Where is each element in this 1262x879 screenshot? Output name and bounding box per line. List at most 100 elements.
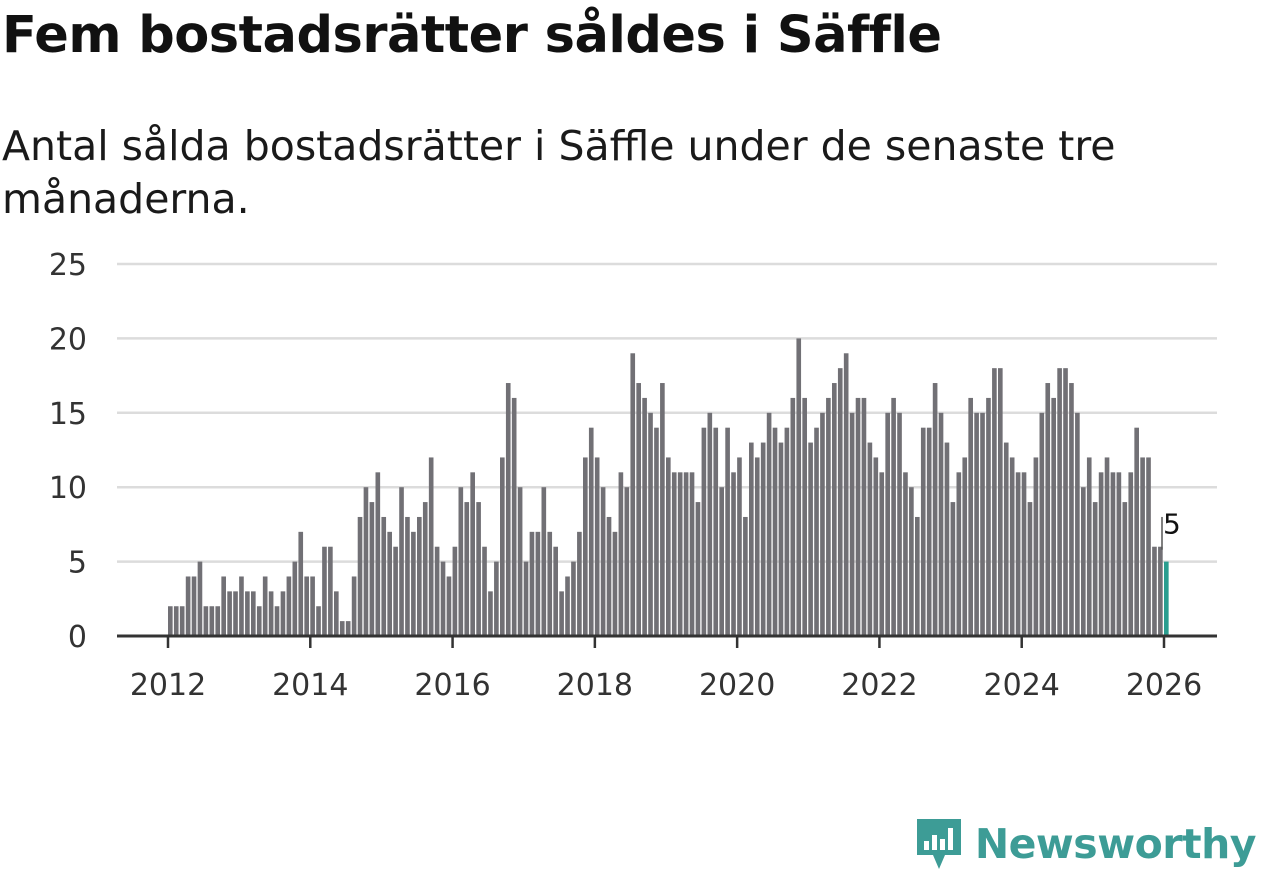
bar bbox=[938, 412, 944, 636]
bar bbox=[1015, 472, 1021, 636]
y-tick-label: 20 bbox=[49, 322, 87, 357]
bar bbox=[624, 487, 630, 636]
annotations: 5 bbox=[1161, 507, 1181, 550]
bar bbox=[559, 591, 564, 636]
bar bbox=[245, 591, 250, 636]
bar bbox=[962, 457, 968, 636]
bar bbox=[826, 397, 831, 636]
bar bbox=[1069, 383, 1074, 636]
bar bbox=[322, 546, 327, 636]
bar bbox=[476, 502, 481, 636]
bar bbox=[387, 531, 392, 636]
bar bbox=[713, 427, 719, 636]
bar bbox=[920, 427, 926, 636]
bar bbox=[482, 546, 487, 636]
bar bbox=[583, 457, 588, 636]
bar bbox=[766, 412, 772, 636]
bar bbox=[992, 368, 997, 636]
bar bbox=[328, 546, 333, 636]
bar bbox=[689, 472, 695, 636]
bar bbox=[956, 472, 962, 636]
bar bbox=[849, 412, 855, 636]
bar bbox=[221, 576, 226, 636]
bar bbox=[814, 427, 819, 636]
bar bbox=[731, 472, 736, 636]
bar bbox=[363, 487, 369, 636]
chart-title: Fem bostadsrätter såldes i Säffle bbox=[2, 6, 942, 65]
bar bbox=[541, 487, 547, 636]
bar bbox=[197, 561, 203, 636]
chart-subtitle: Antal sålda bostadsrätter i Säffle under… bbox=[2, 122, 1116, 223]
bar bbox=[600, 487, 606, 636]
bar bbox=[832, 383, 837, 636]
bar bbox=[535, 531, 541, 636]
bar bbox=[903, 472, 908, 636]
bar bbox=[351, 576, 357, 636]
bar bbox=[837, 368, 843, 636]
bar bbox=[203, 606, 209, 636]
bar bbox=[642, 397, 647, 636]
bar bbox=[932, 383, 938, 636]
bar bbox=[808, 442, 813, 636]
bar bbox=[725, 427, 730, 636]
bar bbox=[594, 457, 600, 636]
bar bbox=[891, 397, 896, 636]
bar bbox=[974, 412, 979, 636]
bar bbox=[173, 606, 179, 636]
bar bbox=[1092, 502, 1098, 636]
bar bbox=[488, 591, 493, 636]
bar bbox=[719, 487, 724, 636]
bar-latest bbox=[1164, 561, 1169, 636]
bar bbox=[256, 606, 262, 636]
bar bbox=[1152, 546, 1157, 636]
bar bbox=[547, 531, 553, 636]
bar bbox=[446, 576, 452, 636]
x-tick-label: 2016 bbox=[414, 668, 490, 703]
bar bbox=[1003, 442, 1009, 636]
bar bbox=[511, 397, 517, 636]
bar bbox=[1116, 472, 1122, 636]
bar bbox=[523, 561, 529, 636]
bar bbox=[796, 338, 802, 636]
bar bbox=[227, 591, 232, 636]
x-tick-label: 2026 bbox=[1126, 668, 1202, 703]
bar bbox=[280, 591, 286, 636]
bar bbox=[1063, 368, 1068, 636]
bar bbox=[897, 412, 902, 636]
bar bbox=[754, 457, 760, 636]
bar bbox=[179, 606, 185, 636]
bar bbox=[885, 412, 890, 636]
bar bbox=[873, 457, 879, 636]
x-tick-label: 2018 bbox=[557, 668, 633, 703]
bar bbox=[986, 397, 991, 636]
bar bbox=[707, 412, 713, 636]
bar bbox=[553, 546, 558, 636]
bar bbox=[820, 412, 825, 636]
bar bbox=[1045, 383, 1051, 636]
bar bbox=[695, 502, 701, 636]
bar bbox=[654, 427, 659, 636]
x-axis-ticks: 2012 2014 2016 2018 2020 2022 2024 2026 bbox=[130, 636, 1202, 703]
y-axis-ticks: 0 5 10 15 20 25 bbox=[49, 248, 87, 655]
bar bbox=[399, 487, 404, 636]
bar bbox=[630, 353, 636, 636]
bar bbox=[660, 383, 665, 636]
brand-name: Newsworthy bbox=[974, 820, 1257, 868]
x-tick-label: 2024 bbox=[984, 668, 1060, 703]
bar bbox=[1140, 457, 1145, 636]
bar bbox=[612, 531, 618, 636]
bar bbox=[618, 472, 624, 636]
x-tick-label: 2020 bbox=[699, 668, 775, 703]
bar bbox=[915, 516, 920, 636]
bar bbox=[262, 576, 268, 636]
bar bbox=[292, 561, 298, 636]
bar bbox=[1158, 546, 1163, 636]
bar bbox=[233, 591, 238, 636]
x-tick-label: 2012 bbox=[130, 668, 206, 703]
bar bbox=[1134, 427, 1139, 636]
x-tick-label: 2014 bbox=[272, 668, 348, 703]
bar bbox=[636, 383, 641, 636]
bar bbox=[784, 427, 790, 636]
bar bbox=[268, 591, 274, 636]
